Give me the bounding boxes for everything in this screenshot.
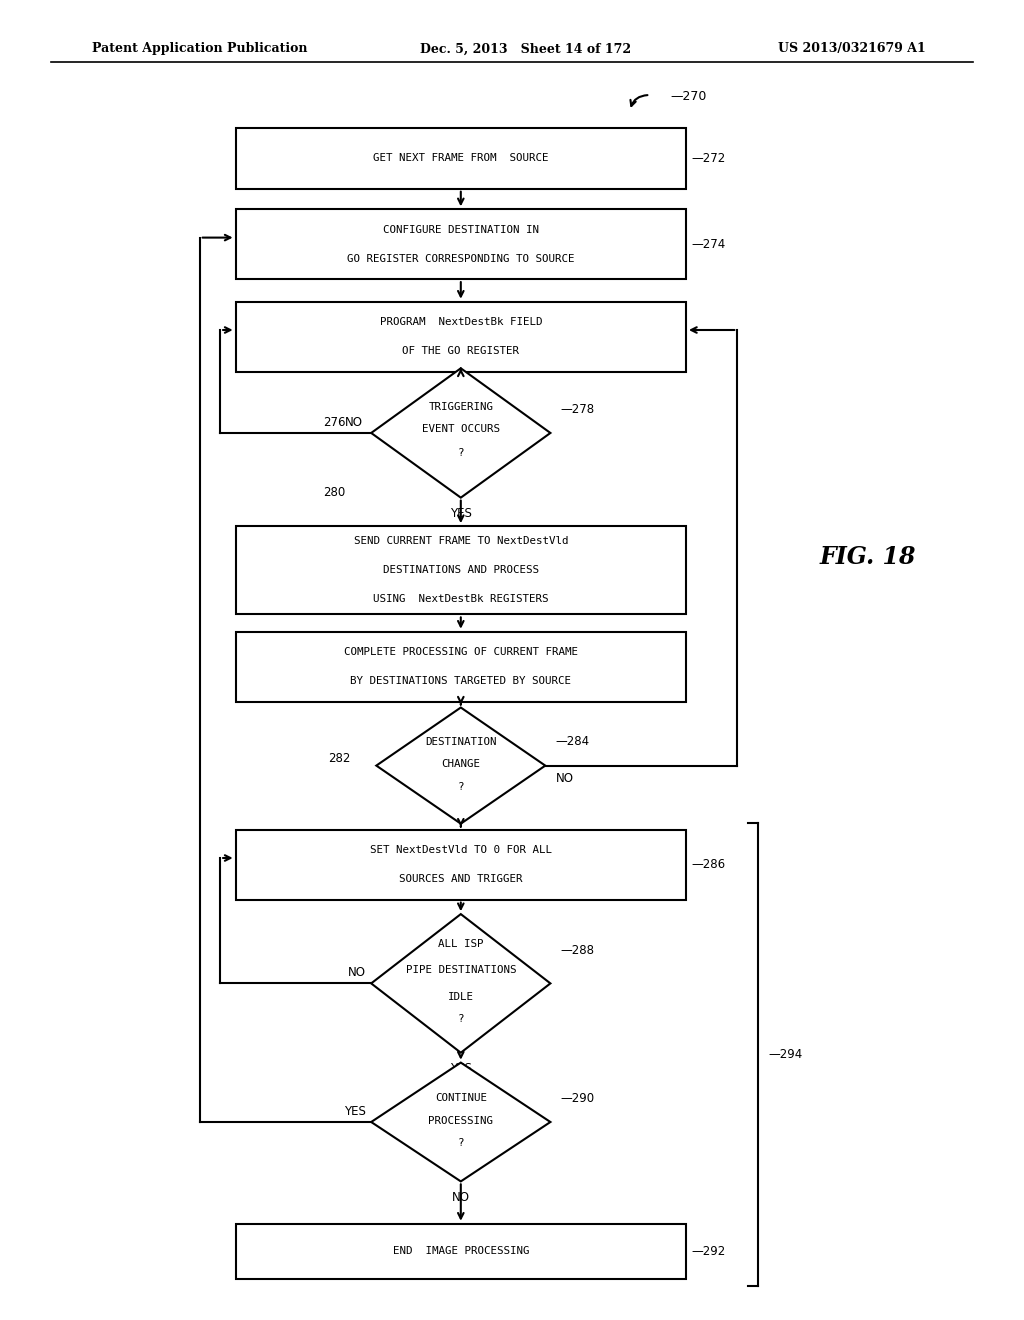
Polygon shape <box>377 708 545 824</box>
Text: IDLE: IDLE <box>447 991 474 1002</box>
Text: —290: —290 <box>561 1092 595 1105</box>
Text: YES: YES <box>344 1105 367 1118</box>
Text: 276: 276 <box>324 416 346 429</box>
FancyBboxPatch shape <box>236 209 686 280</box>
Text: NO: NO <box>555 772 573 785</box>
Text: CONTINUE: CONTINUE <box>435 1093 486 1104</box>
Text: DESTINATIONS AND PROCESS: DESTINATIONS AND PROCESS <box>383 565 539 576</box>
Text: END  IMAGE PROCESSING: END IMAGE PROCESSING <box>392 1246 529 1257</box>
Text: Patent Application Publication: Patent Application Publication <box>92 42 307 55</box>
Polygon shape <box>372 368 551 498</box>
Text: CHANGE: CHANGE <box>441 759 480 770</box>
FancyBboxPatch shape <box>236 632 686 702</box>
Text: ALL ISP: ALL ISP <box>438 939 483 949</box>
Text: YES: YES <box>450 1063 472 1074</box>
FancyBboxPatch shape <box>236 128 686 189</box>
Text: 282: 282 <box>329 752 350 766</box>
FancyBboxPatch shape <box>236 830 686 900</box>
Text: USING  NextDestBk REGISTERS: USING NextDestBk REGISTERS <box>373 594 549 605</box>
Text: —272: —272 <box>691 152 725 165</box>
Text: YES: YES <box>450 833 472 846</box>
Text: —284: —284 <box>555 735 590 748</box>
Text: GO REGISTER CORRESPONDING TO SOURCE: GO REGISTER CORRESPONDING TO SOURCE <box>347 253 574 264</box>
Text: TRIGGERING: TRIGGERING <box>428 401 494 412</box>
Polygon shape <box>372 913 551 1053</box>
Text: GET NEXT FRAME FROM  SOURCE: GET NEXT FRAME FROM SOURCE <box>373 153 549 164</box>
Text: NO: NO <box>452 1191 470 1204</box>
Text: ?: ? <box>458 447 464 458</box>
Text: —274: —274 <box>691 238 725 251</box>
FancyBboxPatch shape <box>236 301 686 372</box>
Text: ?: ? <box>458 1138 464 1148</box>
Polygon shape <box>372 1063 551 1181</box>
Text: —286: —286 <box>691 858 725 871</box>
Text: SOURCES AND TRIGGER: SOURCES AND TRIGGER <box>399 874 522 884</box>
Text: SEND CURRENT FRAME TO NextDestVld: SEND CURRENT FRAME TO NextDestVld <box>353 536 568 546</box>
Text: —292: —292 <box>691 1245 725 1258</box>
Text: FIG. 18: FIG. 18 <box>819 545 915 569</box>
Text: —288: —288 <box>561 944 595 957</box>
FancyBboxPatch shape <box>236 527 686 615</box>
Text: 280: 280 <box>324 486 346 499</box>
Text: —294: —294 <box>768 1048 802 1061</box>
Text: ?: ? <box>458 781 464 792</box>
Text: PROGRAM  NextDestBk FIELD: PROGRAM NextDestBk FIELD <box>380 317 542 327</box>
Text: CONFIGURE DESTINATION IN: CONFIGURE DESTINATION IN <box>383 224 539 235</box>
Text: DESTINATION: DESTINATION <box>425 737 497 747</box>
Text: BY DESTINATIONS TARGETED BY SOURCE: BY DESTINATIONS TARGETED BY SOURCE <box>350 676 571 686</box>
Text: COMPLETE PROCESSING OF CURRENT FRAME: COMPLETE PROCESSING OF CURRENT FRAME <box>344 647 578 657</box>
Text: NO: NO <box>345 416 364 429</box>
Text: ?: ? <box>458 1014 464 1024</box>
Text: Dec. 5, 2013   Sheet 14 of 172: Dec. 5, 2013 Sheet 14 of 172 <box>420 42 631 55</box>
Text: US 2013/0321679 A1: US 2013/0321679 A1 <box>778 42 926 55</box>
Text: SET NextDestVld TO 0 FOR ALL: SET NextDestVld TO 0 FOR ALL <box>370 845 552 855</box>
Text: EVENT OCCURS: EVENT OCCURS <box>422 424 500 434</box>
Text: YES: YES <box>450 507 472 520</box>
FancyBboxPatch shape <box>236 1224 686 1279</box>
Text: —278: —278 <box>561 403 595 416</box>
Text: PIPE DESTINATIONS: PIPE DESTINATIONS <box>406 965 516 975</box>
Text: NO: NO <box>348 966 367 979</box>
Text: OF THE GO REGISTER: OF THE GO REGISTER <box>402 346 519 356</box>
Text: PROCESSING: PROCESSING <box>428 1115 494 1126</box>
Text: —270: —270 <box>671 90 708 103</box>
